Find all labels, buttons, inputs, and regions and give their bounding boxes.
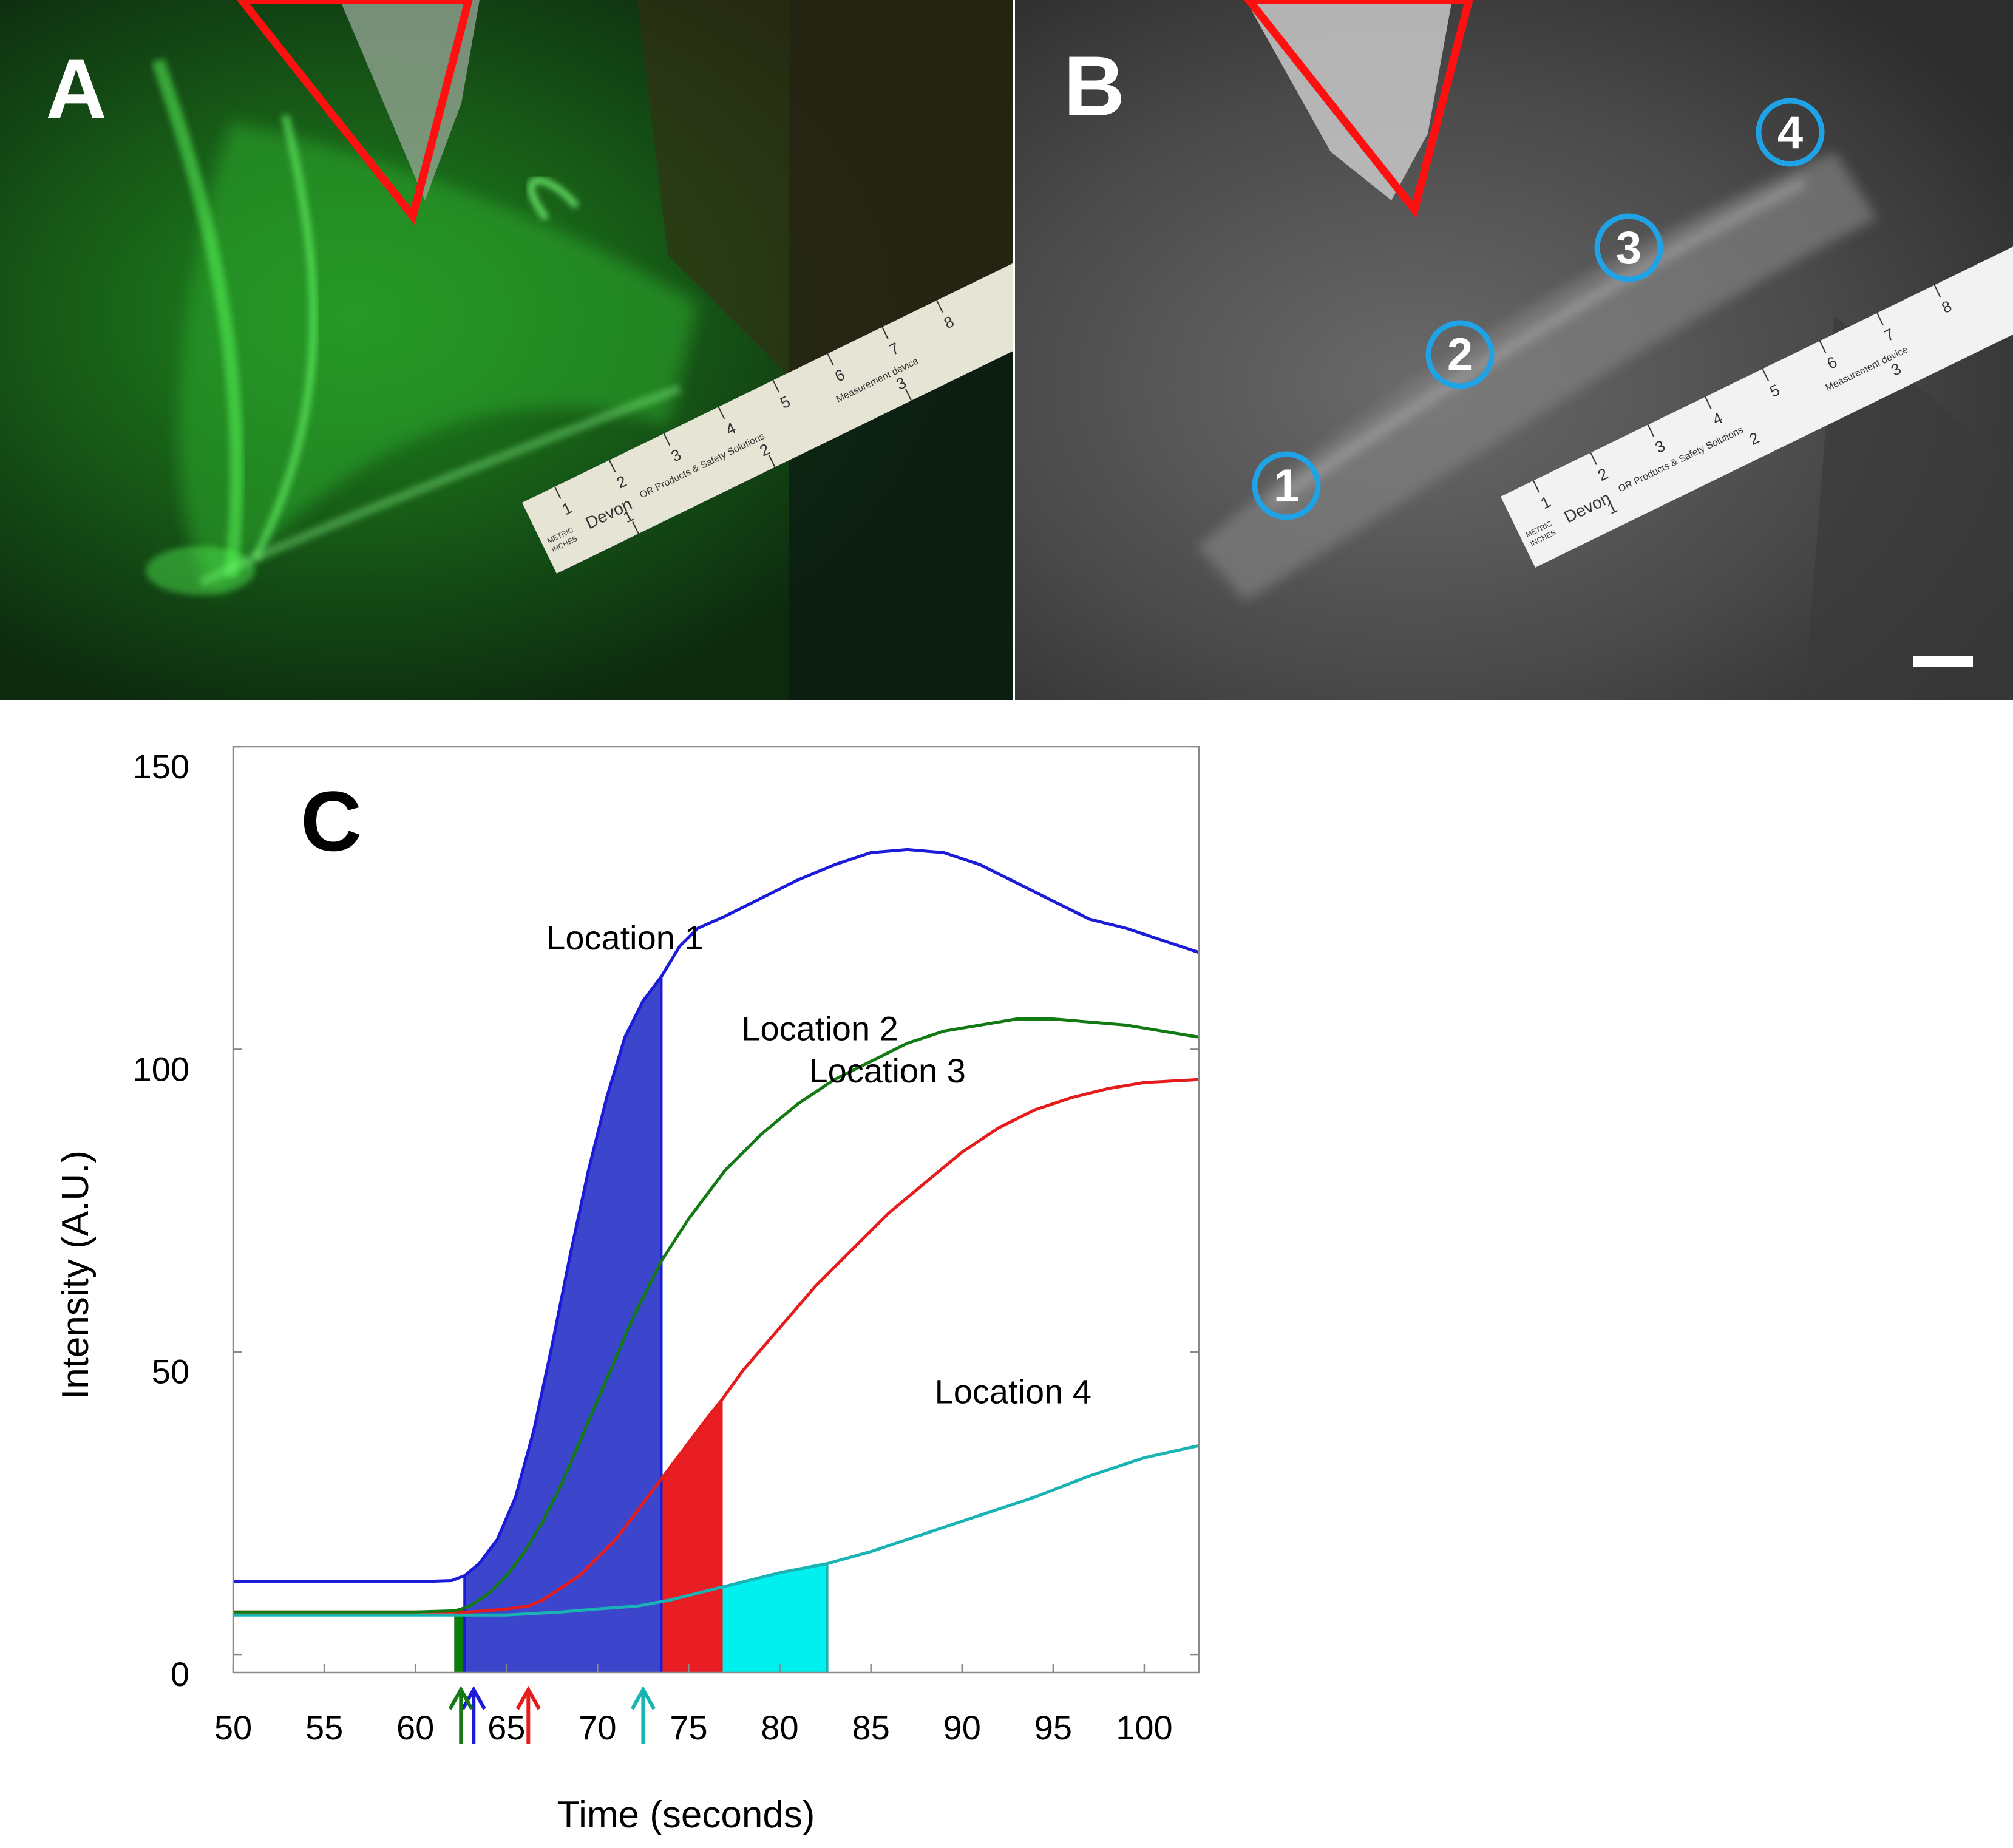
onset-arrow-location-2 xyxy=(448,1685,474,1744)
red-triangle-marker xyxy=(1243,0,1473,219)
x-tick-label: 75 xyxy=(670,1708,707,1747)
x-tick-label: 65 xyxy=(487,1708,525,1747)
red-triangle-marker xyxy=(236,0,473,225)
panel-letter: B xyxy=(1064,38,1125,134)
location-number: 3 xyxy=(1616,222,1641,274)
x-tick-label: 80 xyxy=(761,1708,798,1747)
x-tick-label: 70 xyxy=(579,1708,616,1747)
x-tick-label: 90 xyxy=(943,1708,981,1747)
plot-frame xyxy=(232,746,1200,1674)
x-tick-label: 55 xyxy=(305,1708,343,1747)
onset-arrow-location-4 xyxy=(630,1685,656,1744)
series-line-location-4 xyxy=(233,1444,1200,1617)
x-tick-label: 50 xyxy=(214,1708,252,1747)
panel-letter: A xyxy=(46,41,107,137)
series-lines xyxy=(233,848,1200,1617)
ruler: 1 2 3 4 5 6 7 8 METRIC INCHES Devon OR P… xyxy=(1501,243,2013,568)
chart-svg: 50 55 60 65 70 75 80 85 90 95 100 0 50 100 150 Locatio… xyxy=(55,746,1200,1836)
panel-letter: C xyxy=(300,773,362,869)
grayscale-photo: 1 2 3 4 5 6 7 8 METRIC INCHES Devon OR P… xyxy=(1015,0,2013,700)
series-label-location-3: Location 3 xyxy=(809,1051,965,1090)
panel-c-intensity-chart: 50 55 60 65 70 75 80 85 90 95 100 0 50 100 150 Locatio… xyxy=(0,707,1214,1845)
series-label-location-4: Location 4 xyxy=(935,1372,1091,1410)
y-tick-label: 0 xyxy=(171,1655,189,1693)
series-line-location-2 xyxy=(233,1017,1200,1614)
series-label-location-1: Location 1 xyxy=(546,919,703,957)
location-number: 1 xyxy=(1274,460,1299,512)
x-tick-label: 95 xyxy=(1034,1708,1072,1747)
location-marker-3: 3 xyxy=(1594,213,1663,282)
onset-arrow-location-3 xyxy=(515,1685,541,1744)
shaded-areas xyxy=(454,976,829,1673)
location-number: 2 xyxy=(1447,329,1473,381)
fluorescence-photo: 1 2 3 4 5 6 7 8 METRIC INCHES Devon OR P… xyxy=(0,0,1013,700)
location-marker-2: 2 xyxy=(1425,320,1495,389)
location-marker-1: 1 xyxy=(1252,451,1321,520)
y-tick-label: 50 xyxy=(152,1353,189,1391)
series-label-location-2: Location 2 xyxy=(741,1009,898,1047)
series-line-location-3 xyxy=(233,1078,1200,1614)
x-tick-label: 100 xyxy=(1116,1708,1172,1747)
shaded-area-location-1 xyxy=(464,976,662,1673)
series-labels: Location 1 Location 2 Location 3 Location 4 xyxy=(546,919,1091,1411)
y-tick-label: 100 xyxy=(133,1050,189,1088)
series-line-location-1 xyxy=(233,848,1200,1583)
x-axis-label: Time (seconds) xyxy=(557,1794,815,1836)
y-tick-label: 150 xyxy=(133,747,189,786)
y-axis-label: Intensity (A.U.) xyxy=(55,1150,97,1399)
location-number: 4 xyxy=(1777,107,1803,158)
location-marker-4: 4 xyxy=(1756,98,1825,167)
panel-a-fluorescence-image: 1 2 3 4 5 6 7 8 METRIC INCHES Devon OR P… xyxy=(0,0,1013,700)
ruler: 1 2 3 4 5 6 7 8 METRIC INCHES Devon OR P… xyxy=(522,263,1013,574)
axis-ticks: 50 55 60 65 70 75 80 85 90 95 100 0 50 100 150 xyxy=(133,746,1199,1747)
x-tick-label: 85 xyxy=(852,1708,890,1747)
x-tick-label: 60 xyxy=(396,1708,434,1747)
panel-b-grayscale-image: 1 2 3 4 5 6 7 8 METRIC INCHES Devon OR P… xyxy=(1015,0,2013,700)
onset-arrows xyxy=(448,1685,656,1744)
scale-bar xyxy=(1913,656,1973,667)
